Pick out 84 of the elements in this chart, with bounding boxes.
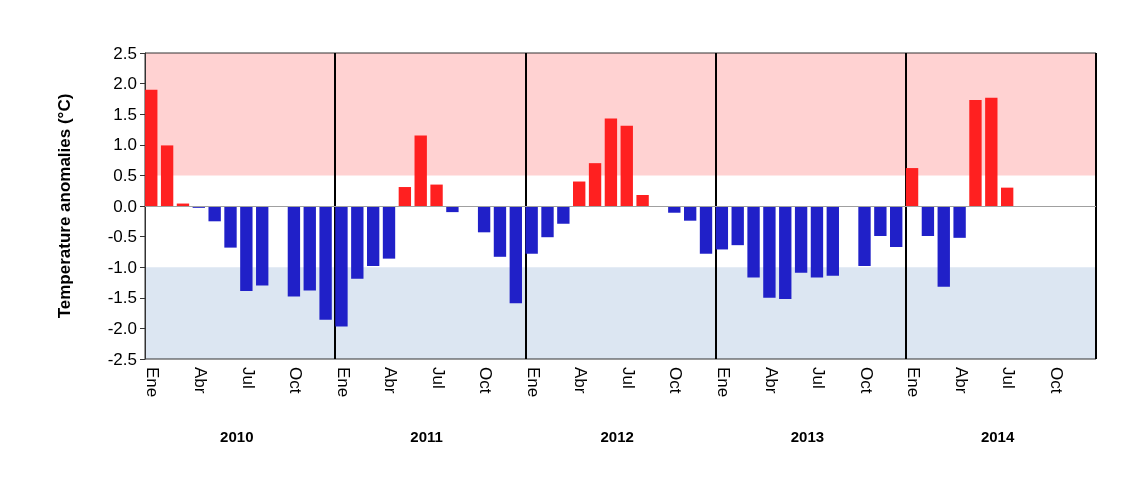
bar [414, 135, 427, 206]
bar [985, 97, 998, 206]
y-tick-label: 2.5 [113, 43, 137, 63]
x-tick-label: Abr [761, 367, 781, 394]
bar [636, 194, 649, 206]
bar [351, 206, 364, 279]
bar [921, 206, 935, 236]
bar [256, 206, 269, 286]
bar [699, 206, 713, 254]
bar [779, 206, 792, 300]
bar [620, 125, 633, 206]
x-tick-label: Ene [333, 367, 353, 398]
bar [335, 206, 348, 327]
bar [826, 206, 839, 276]
text: 2010 [220, 428, 254, 445]
bar [509, 206, 522, 304]
bar [1000, 187, 1014, 206]
bar [525, 206, 538, 254]
x-tick-label: Jul [238, 367, 258, 389]
y-axis-title: Temperature anomalies (°C) [55, 93, 74, 319]
bar [557, 206, 570, 224]
x-tick-label: Ene [523, 367, 543, 398]
x-tick-label: Abr [381, 367, 401, 394]
x-tick-label: Ene [904, 367, 924, 398]
bar [224, 206, 237, 248]
bar [430, 184, 443, 206]
bar [890, 206, 903, 247]
y-tick-label: -2.5 [107, 349, 137, 369]
bar [763, 206, 776, 298]
x-tick-label: Oct [476, 367, 496, 394]
y-tick-label: 1.0 [113, 135, 137, 155]
bar [493, 206, 507, 257]
text: 2013 [790, 428, 825, 445]
bar [319, 206, 332, 320]
bar [588, 163, 602, 206]
y-tick-label: 0.5 [113, 165, 137, 185]
bar [208, 206, 221, 222]
x-tick-label: Abr [190, 367, 210, 394]
bar [731, 206, 744, 246]
bar [366, 206, 380, 266]
x-tick-label: Jul [999, 367, 1019, 389]
x-tick-label: Oct [286, 367, 306, 394]
bar [858, 206, 871, 266]
x-tick-label: Abr [571, 367, 591, 394]
bar [810, 206, 824, 278]
bar [747, 206, 760, 278]
bar [287, 206, 301, 297]
bar [160, 145, 174, 206]
bar [382, 206, 396, 259]
bar [604, 118, 618, 206]
text: 2014 [980, 428, 1015, 445]
y-tick-label: -1.0 [107, 257, 137, 277]
x-tick-label: Oct [1046, 367, 1066, 394]
x-tick-label: Ene [143, 367, 163, 398]
bar [683, 206, 697, 221]
y-tick-label: 2.0 [113, 74, 137, 94]
bar [953, 206, 966, 238]
bar [937, 206, 950, 287]
y-tick-label: 1.5 [113, 104, 137, 124]
x-tick-label: Oct [666, 367, 686, 394]
bar [303, 206, 316, 291]
x-tick-label: Oct [856, 367, 876, 394]
bar [874, 206, 887, 236]
x-tick-label: Abr [951, 367, 971, 394]
x-tick-label: Jul [428, 367, 448, 389]
text: 2011 [410, 428, 443, 445]
bar [715, 206, 729, 250]
bar [541, 206, 554, 238]
y-tick-label: -1.5 [107, 288, 137, 308]
bar [573, 181, 586, 206]
text: 2012 [600, 428, 634, 445]
bar [145, 89, 158, 206]
y-tick-label: -0.5 [107, 227, 137, 247]
bar [240, 206, 253, 292]
bar [477, 206, 491, 233]
y-tick-label: -2.0 [107, 318, 137, 338]
x-tick-label: Jul [618, 367, 638, 389]
bar [794, 206, 808, 273]
bar [398, 187, 412, 206]
y-tick-label: 0.0 [113, 196, 137, 216]
bar [905, 168, 919, 206]
x-tick-label: Ene [714, 367, 734, 398]
x-tick-label: Jul [809, 367, 829, 389]
bar [969, 100, 982, 206]
